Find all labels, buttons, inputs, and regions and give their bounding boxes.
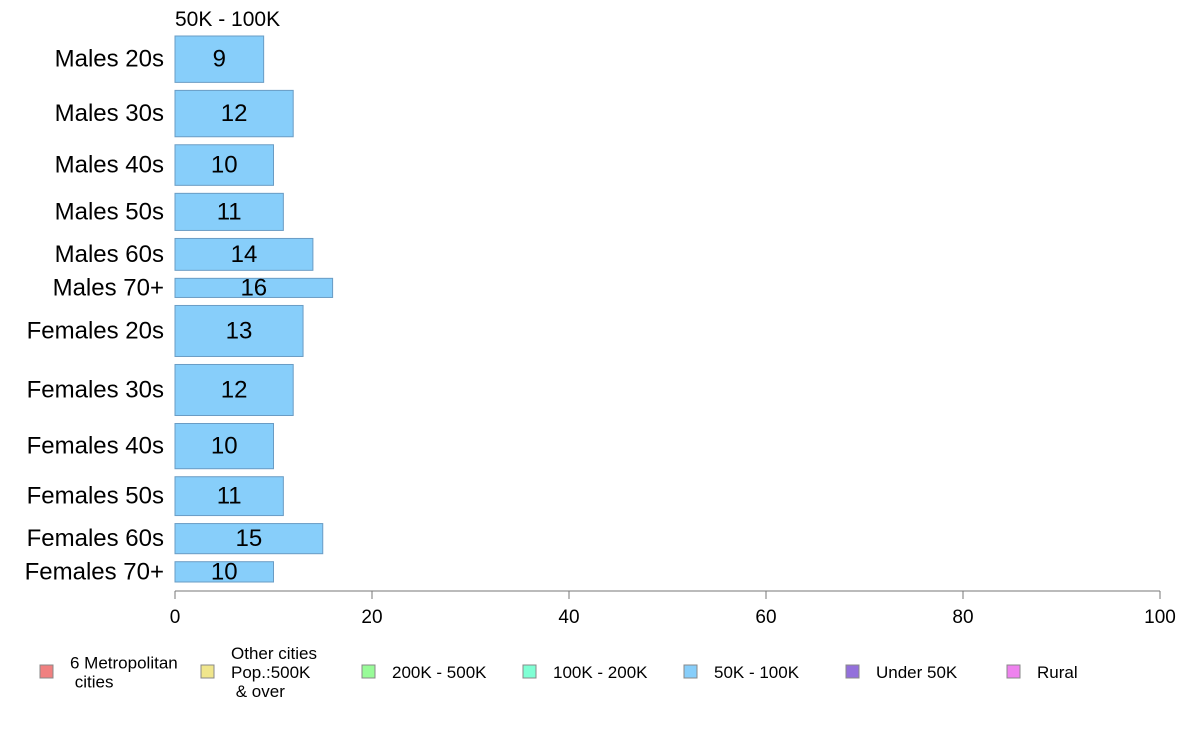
legend: 6 Metropolitan cities Other cities Pop.:50… [39, 644, 1078, 701]
legend-swatch [845, 664, 860, 679]
bar [174, 476, 284, 517]
legend-label: 50K - 100K [714, 663, 800, 682]
legend-swatch [1006, 664, 1021, 679]
category-labels: Males 20s Males 30s Males 40s Males 50s Male… [25, 46, 164, 586]
bar [174, 363, 294, 416]
bar-value-label: 15 [236, 525, 263, 552]
bar-value-label: 13 [226, 317, 253, 344]
bar-value-label: 10 [211, 433, 238, 460]
bar [174, 523, 324, 555]
bar-value-label: 11 [217, 483, 242, 510]
category-label: Males 50s [55, 198, 164, 225]
bar-value-label: 10 [211, 152, 238, 179]
x-tick-label: 60 [755, 607, 776, 628]
x-tick-label: 40 [558, 607, 579, 628]
category-label: Females 50s [27, 483, 164, 510]
legend-swatch [200, 664, 215, 679]
category-label: Males 40s [55, 152, 164, 179]
legend-label: 6 Metropolitan cities [70, 653, 178, 691]
category-label: Males 70+ [53, 274, 164, 301]
series-title: 50K - 100K [175, 8, 280, 31]
category-label: Females 70+ [25, 558, 164, 585]
bar [174, 89, 294, 138]
bar [174, 35, 265, 83]
bar-value-label: 12 [221, 100, 248, 127]
x-tick-label: 0 [170, 607, 181, 628]
category-label: Females 40s [27, 433, 164, 460]
legend-swatch [361, 664, 376, 679]
legend-swatch [683, 664, 698, 679]
bar [174, 561, 274, 583]
category-label: Females 20s [27, 317, 164, 344]
legend-label: 200K - 500K [392, 663, 487, 682]
bar-value-label: 14 [231, 241, 258, 268]
x-tick-label: 80 [952, 607, 973, 628]
bars-group: 9 12 10 11 14 16 13 12 10 11 15 10 [174, 35, 334, 585]
category-label: Females 30s [27, 376, 164, 403]
category-label: Males 20s [55, 46, 164, 73]
legend-label: 100K - 200K [553, 663, 648, 682]
legend-swatch [39, 664, 54, 679]
legend-swatch [522, 664, 537, 679]
legend-label: Other cities Pop.:500K & over [231, 644, 317, 701]
bar [174, 304, 304, 357]
bar [174, 277, 334, 298]
legend-label: Under 50K [876, 663, 958, 682]
bar-value-label: 11 [217, 198, 242, 225]
x-tick-label: 20 [361, 607, 382, 628]
category-label: Males 60s [55, 241, 164, 268]
bar-value-label: 12 [221, 376, 248, 403]
category-label: Males 30s [55, 100, 164, 127]
bar [174, 192, 284, 231]
category-label: Females 60s [27, 525, 164, 552]
bar-value-label: 16 [240, 274, 267, 301]
bar [174, 144, 274, 186]
x-axis: 0 20 40 60 80 100 [170, 590, 1176, 628]
legend-label: Rural [1037, 663, 1078, 682]
bar [174, 422, 274, 470]
bar-value-label: 9 [213, 46, 226, 73]
bar-value-label: 10 [211, 558, 238, 585]
bar [174, 237, 314, 271]
x-tick-label: 100 [1144, 607, 1176, 628]
